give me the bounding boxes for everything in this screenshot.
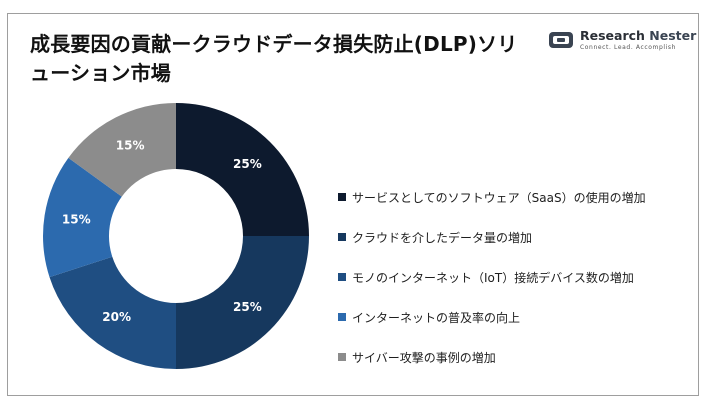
donut-chart: 25% 25% 20% 15% 15% xyxy=(42,103,309,369)
legend-item-4: インターネットの普及率の向上 xyxy=(338,297,646,337)
slice-value-label-2: 25% xyxy=(233,300,262,314)
legend-item-1: サービスとしてのソフトウェア（SaaS）の使用の増加 xyxy=(338,177,646,217)
legend-item-5: サイバー攻撃の事例の増加 xyxy=(338,337,646,377)
legend-swatch xyxy=(338,233,346,241)
research-nester-logo-icon xyxy=(549,32,573,49)
logo-wordmark: Research Nester xyxy=(580,28,697,43)
legend-swatch xyxy=(338,273,346,281)
donut-slice-5 xyxy=(68,103,176,197)
donut-slice-3 xyxy=(49,256,176,369)
legend-label: インターネットの普及率の向上 xyxy=(352,310,521,325)
donut-slice-2 xyxy=(176,236,309,369)
slice-value-label-3: 20% xyxy=(102,310,131,324)
legend-swatch xyxy=(338,193,346,201)
legend-swatch xyxy=(338,353,346,361)
logo-name-research: Research xyxy=(580,28,645,43)
chart-legend: サービスとしてのソフトウェア（SaaS）の使用の増加 クラウドを介したデータ量の増… xyxy=(338,177,646,377)
legend-swatch xyxy=(338,313,346,321)
chart-title: 成長要因の貢献ークラウドデータ損失防止(DLP)ソリューション市場 xyxy=(30,32,518,85)
legend-label: サイバー攻撃の事例の増加 xyxy=(352,350,496,365)
legend-label: クラウドを介したデータ量の増加 xyxy=(352,230,533,245)
slice-value-label-1: 25% xyxy=(233,157,262,171)
slice-value-label-5: 15% xyxy=(116,139,145,153)
research-nester-logo: Research Nester Connect. Lead. Accomplis… xyxy=(548,28,697,51)
logo-name-nester: Nester xyxy=(649,28,697,43)
slice-value-label-4: 15% xyxy=(62,213,91,227)
donut-slice-4 xyxy=(42,157,122,278)
donut-slice-1 xyxy=(176,103,309,236)
logo-tagline: Connect. Lead. Accomplish xyxy=(580,43,677,51)
legend-item-2: クラウドを介したデータ量の増加 xyxy=(338,217,646,257)
legend-label: モノのインターネット（IoT）接続デバイス数の増加 xyxy=(352,270,634,285)
legend-label: サービスとしてのソフトウェア（SaaS）の使用の増加 xyxy=(352,190,646,205)
legend-item-3: モノのインターネット（IoT）接続デバイス数の増加 xyxy=(338,257,646,297)
